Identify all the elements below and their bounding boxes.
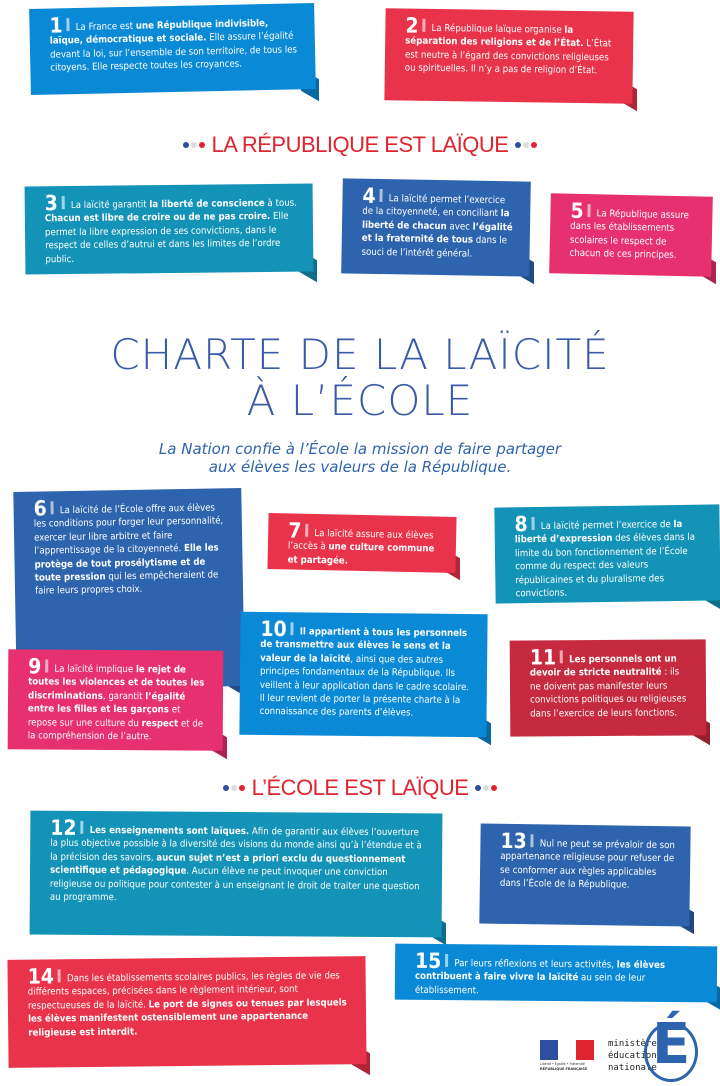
article-text: à tous. xyxy=(264,197,297,209)
ministry-logo: ministère éducation nationale xyxy=(608,1038,657,1074)
page-title-line2: À L’ÉCOLE xyxy=(246,376,474,425)
article-text: avec xyxy=(446,221,473,233)
article-text-bold: respect xyxy=(141,717,179,730)
article-8: 8 La laïcité permet l’exercice de la libe… xyxy=(494,504,720,604)
separator-bar xyxy=(379,189,383,203)
separator-bar xyxy=(66,18,70,32)
ministry-e-logo xyxy=(644,1022,698,1082)
article-13: 13 Nul ne peut se prévaloir de son appart… xyxy=(479,823,691,927)
article-10: 10 Il appartient à tous les personnels de… xyxy=(239,611,488,738)
separator-bar xyxy=(422,18,426,32)
separator-bar xyxy=(45,659,49,673)
article-number: 12 xyxy=(50,815,77,840)
article-15: 15 Par leurs réflexions et leurs activité… xyxy=(394,943,718,1003)
section-heading-text: L’ÉCOLE EST LAÏQUE xyxy=(251,775,469,800)
section-heading-republique: LA RÉPUBLIQUE EST LAÏQUE xyxy=(0,132,720,158)
article-number: 1 xyxy=(49,13,63,38)
article-4: 4 La laïcité permet l’exercice de la cito… xyxy=(341,178,531,277)
article-5: 5 La République assure dans les établisse… xyxy=(549,193,713,277)
article-9: 9 La laïcité implique le rejet de toutes … xyxy=(7,649,224,751)
article-number: 11 xyxy=(529,645,557,670)
article-number: 13 xyxy=(500,828,527,854)
separator-bar xyxy=(531,517,535,531)
marianne-motto: Liberté • Égalité • Fraternité xyxy=(540,1062,585,1066)
article-text: La France est xyxy=(75,20,136,34)
marianne-logo: Liberté • Égalité • Fraternité RÉPUBLIQU… xyxy=(540,1040,594,1076)
subtitle-line2: aux élèves les valeurs de la République. xyxy=(208,458,512,476)
separator-bar xyxy=(61,196,65,210)
article-text: La laïcité permet l’exercice de xyxy=(540,519,674,532)
article-text-bold: Chacun est libre de croire ou de ne pas … xyxy=(44,211,271,225)
ministry-line2: éducation xyxy=(608,1051,657,1061)
article-1: 1 La France est une République indivisibl… xyxy=(29,3,316,95)
separator-bar xyxy=(560,650,564,664)
article-2: 2 La République laïque organise la sépara… xyxy=(384,8,634,104)
article-text: La République laïque organise xyxy=(431,22,565,36)
separator-bar xyxy=(80,820,84,834)
tricolor-dots-icon xyxy=(474,775,498,800)
article-number: 3 xyxy=(44,191,59,216)
article-number: 15 xyxy=(414,948,442,973)
subtitle-line1: La Nation confie à l’École la mission de… xyxy=(158,440,562,458)
article-11: 11 Les personnels ont un devoir de strict… xyxy=(509,639,707,737)
article-text-bold: la liberté de conscience xyxy=(149,197,265,211)
article-text-bold: Les enseignements sont laïques. xyxy=(89,824,250,838)
article-number: 9 xyxy=(28,654,42,679)
tricolor-dots-icon xyxy=(182,132,206,157)
tricolor-dots-icon xyxy=(514,132,538,157)
separator-bar xyxy=(530,834,534,848)
article-number: 7 xyxy=(287,518,302,543)
article-14: 14 Dans les établissements scolaires publ… xyxy=(7,956,367,1068)
separator-bar xyxy=(57,969,61,983)
section-heading-ecole: L’ÉCOLE EST LAÏQUE xyxy=(0,775,720,801)
article-text: La laïcité garantit xyxy=(70,199,150,212)
article-number: 14 xyxy=(27,964,55,989)
article-number: 8 xyxy=(514,512,528,537)
marianne-label: RÉPUBLIQUE FRANÇAISE xyxy=(540,1066,588,1071)
article-text: La laïcité implique xyxy=(54,663,137,676)
article-number: 4 xyxy=(362,183,376,208)
article-text: , garantit xyxy=(102,690,146,703)
article-text: La laïcité permet l’exercice de la citoy… xyxy=(362,193,506,220)
separator-bar xyxy=(445,954,449,968)
separator-bar xyxy=(290,622,294,636)
tricolor-dots-icon xyxy=(222,775,246,800)
article-number: 2 xyxy=(405,13,419,38)
ministry-line3: nationale xyxy=(608,1063,657,1073)
article-7: 7 La laïcité assure aux élèves l’accès à … xyxy=(267,513,457,573)
article-text: Par leurs réflexions et leurs activités, xyxy=(454,958,617,971)
article-number: 6 xyxy=(33,496,47,521)
article-3: 3 La laïcité garantit la liberté de consc… xyxy=(24,183,314,275)
separator-bar xyxy=(305,523,309,537)
section-heading-text: LA RÉPUBLIQUE EST LAÏQUE xyxy=(211,132,509,157)
ministry-line1: ministère xyxy=(608,1039,657,1049)
page-title-line1: CHARTE DE LA LAÏCITÉ xyxy=(110,330,610,379)
article-12: 12 Les enseignements sont laïques. Afin d… xyxy=(29,810,443,938)
article-number: 10 xyxy=(260,616,287,642)
article-number: 5 xyxy=(570,198,584,224)
separator-bar xyxy=(50,501,54,515)
separator-bar xyxy=(587,204,591,218)
ministry-e-letter: É xyxy=(652,1012,691,1077)
